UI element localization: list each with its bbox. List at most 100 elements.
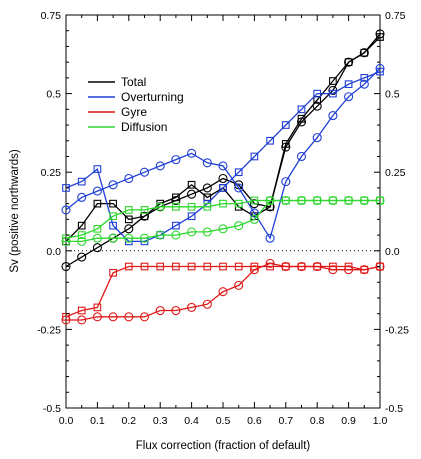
circle-marker — [249, 199, 259, 209]
circle-marker — [281, 261, 291, 272]
square-marker — [234, 168, 243, 177]
circle-marker — [171, 195, 181, 206]
circle-marker — [124, 312, 134, 322]
y-tick-label-right: 0.75 — [385, 10, 406, 22]
circle-marker — [202, 299, 212, 309]
circle-marker — [218, 224, 228, 234]
square-marker — [109, 199, 117, 208]
circle-marker — [92, 186, 102, 196]
circle-marker — [155, 230, 165, 240]
square-marker — [234, 199, 243, 208]
legend-label-gyre: Gyre — [121, 105, 147, 119]
circle-marker — [202, 158, 212, 168]
circle-marker — [77, 192, 87, 202]
square-marker — [77, 221, 86, 230]
circle-marker — [359, 79, 369, 89]
square-marker — [297, 105, 306, 114]
circle-marker — [359, 48, 369, 58]
y-tick-label-right: 0.0 — [385, 246, 400, 258]
circle-marker — [312, 101, 322, 111]
circle-marker — [187, 227, 197, 237]
circle-marker — [202, 183, 212, 193]
circle-marker — [265, 202, 275, 212]
square-marker — [329, 77, 337, 85]
legend-label-diffusion: Diffusion — [121, 120, 167, 134]
series-line — [65, 36, 381, 242]
y-tick-label: -0.25 — [37, 324, 61, 336]
square-marker — [124, 206, 133, 214]
square-marker — [62, 184, 70, 192]
series-total-circle — [61, 29, 385, 272]
circle-marker — [249, 208, 259, 218]
square-marker — [187, 202, 196, 211]
square-marker — [77, 177, 86, 186]
square-marker — [187, 180, 196, 189]
x-tick-label: 0.7 — [278, 415, 293, 427]
x-tick-label: 0.8 — [310, 415, 325, 427]
square-marker — [172, 262, 180, 271]
circle-marker — [375, 63, 385, 73]
square-marker — [250, 152, 259, 161]
square-marker — [203, 262, 212, 271]
legend-label-overturning: Overturning — [121, 90, 184, 104]
circle-marker — [124, 233, 134, 243]
circle-marker — [77, 252, 87, 262]
square-marker — [250, 196, 259, 205]
square-marker — [329, 89, 337, 98]
circle-marker — [108, 233, 118, 243]
circle-marker — [375, 29, 385, 39]
square-marker — [77, 306, 86, 315]
square-marker — [140, 262, 149, 271]
circle-marker — [202, 227, 212, 237]
circle-marker — [249, 214, 259, 224]
circle-marker — [312, 195, 322, 206]
series-overturning-circle — [61, 63, 385, 243]
circle-marker — [265, 195, 275, 206]
circle-marker — [265, 233, 275, 243]
circle-marker — [296, 261, 307, 272]
y-tick-label: -0.5 — [43, 403, 61, 415]
circle-marker — [328, 111, 338, 121]
x-tick-label: 0.2 — [121, 415, 136, 427]
circle-marker — [218, 287, 228, 297]
circle-marker — [312, 261, 322, 272]
square-marker — [187, 212, 196, 221]
circle-marker — [344, 57, 354, 67]
circle-marker — [139, 233, 150, 243]
circle-marker — [234, 183, 244, 193]
circle-marker — [296, 117, 307, 127]
y-axis-title: Sv (positive northwards) — [9, 149, 21, 273]
circle-marker — [61, 315, 71, 325]
square-marker — [93, 199, 102, 208]
square-marker — [360, 74, 369, 82]
x-tick-label: 0.6 — [247, 415, 262, 427]
square-marker — [109, 221, 117, 230]
square-marker — [124, 215, 133, 224]
x-tick-label: 0.5 — [216, 415, 231, 427]
circle-marker — [249, 265, 259, 275]
x-tick-label: 1.0 — [373, 415, 388, 427]
circle-marker — [281, 195, 291, 206]
circle-marker — [155, 161, 165, 171]
circle-marker — [218, 173, 228, 184]
series-line — [65, 33, 381, 268]
series-line — [65, 265, 381, 318]
circle-marker — [171, 305, 181, 316]
square-marker — [109, 212, 117, 221]
series-line — [66, 262, 381, 321]
circle-marker — [155, 305, 165, 316]
circle-marker — [61, 261, 71, 272]
y-tick-label-right: 0.5 — [385, 89, 400, 101]
circle-marker — [171, 230, 181, 240]
circle-marker — [187, 148, 197, 158]
square-marker — [140, 206, 149, 214]
circle-marker — [92, 312, 102, 322]
square-marker — [156, 202, 165, 211]
series-overturning-square — [62, 67, 384, 246]
square-marker — [172, 202, 180, 211]
square-marker — [203, 202, 212, 211]
x-tick-label: 0.4 — [184, 415, 199, 427]
y-tick-label-right: 0.25 — [385, 167, 406, 179]
circle-marker — [187, 189, 197, 199]
